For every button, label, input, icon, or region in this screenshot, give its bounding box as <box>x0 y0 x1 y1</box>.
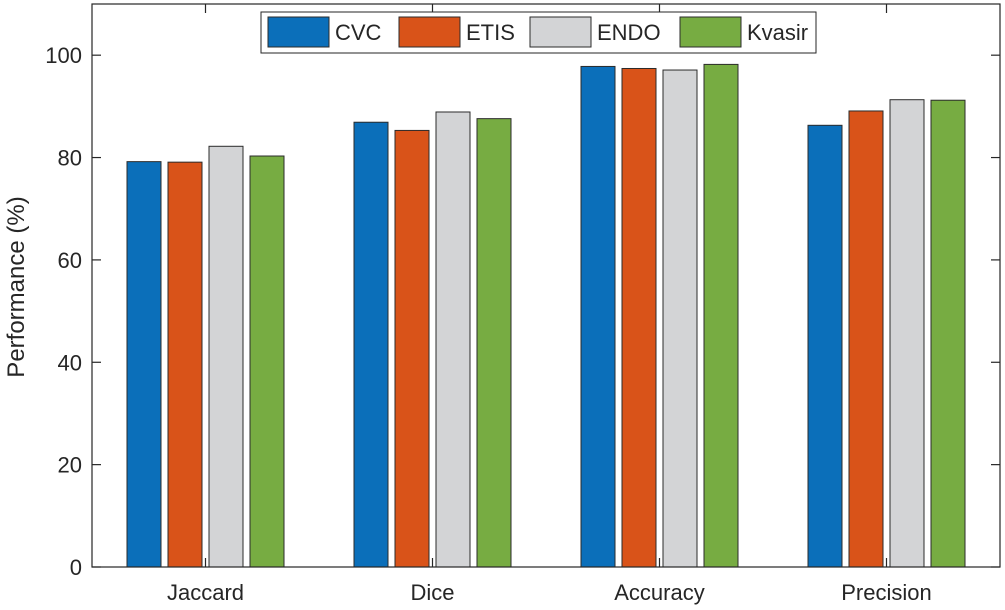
legend-label-etis: ETIS <box>466 20 515 45</box>
bar-dice-cvc <box>353 121 389 568</box>
bar-precision-etis <box>848 110 884 568</box>
legend-label-endo: ENDO <box>597 20 661 45</box>
legend: CVC ETIS ENDO Kvasir <box>260 11 817 54</box>
y-tick-label: 100 <box>45 43 82 68</box>
legend-label-cvc: CVC <box>335 20 382 45</box>
axes-group: 0 20 40 60 80 100 Jaccard Dice Accuracy Precision <box>45 3 1001 605</box>
legend-swatch-kvasir <box>679 16 742 48</box>
legend-swatch-endo <box>529 16 592 48</box>
bar-jaccard-etis <box>167 161 203 568</box>
bar-accuracy-endo <box>662 69 698 568</box>
x-tick-label-accuracy: Accuracy <box>614 580 704 605</box>
bar-accuracy-cvc <box>580 65 616 568</box>
y-tick-label: 60 <box>58 248 82 273</box>
bar-precision-endo <box>889 99 925 568</box>
bar-dice-endo <box>435 111 471 568</box>
bar-dice-kvasir <box>476 118 512 568</box>
bars-group <box>126 63 966 568</box>
legend-label-kvasir: Kvasir <box>747 20 808 45</box>
bar-accuracy-etis <box>621 67 657 568</box>
x-tick-label-precision: Precision <box>841 580 931 605</box>
legend-swatch-etis <box>398 16 461 48</box>
bar-jaccard-cvc <box>126 161 162 568</box>
bar-jaccard-endo <box>208 145 244 568</box>
bar-precision-kvasir <box>930 99 966 568</box>
legend-swatch-cvc <box>267 16 330 48</box>
y-tick-label: 80 <box>58 146 82 171</box>
plot-frame <box>91 3 1001 568</box>
y-axis-title: Performance (%) <box>3 196 30 377</box>
y-tick-label: 20 <box>58 453 82 478</box>
x-tick-label-dice: Dice <box>410 580 454 605</box>
y-tick-label: 0 <box>70 555 82 580</box>
y-tick-label: 40 <box>58 350 82 375</box>
x-tick-label-jaccard: Jaccard <box>167 580 244 605</box>
bar-jaccard-kvasir <box>249 155 285 568</box>
bar-dice-etis <box>394 129 430 568</box>
bar-precision-cvc <box>807 124 843 568</box>
bar-accuracy-kvasir <box>703 63 739 568</box>
